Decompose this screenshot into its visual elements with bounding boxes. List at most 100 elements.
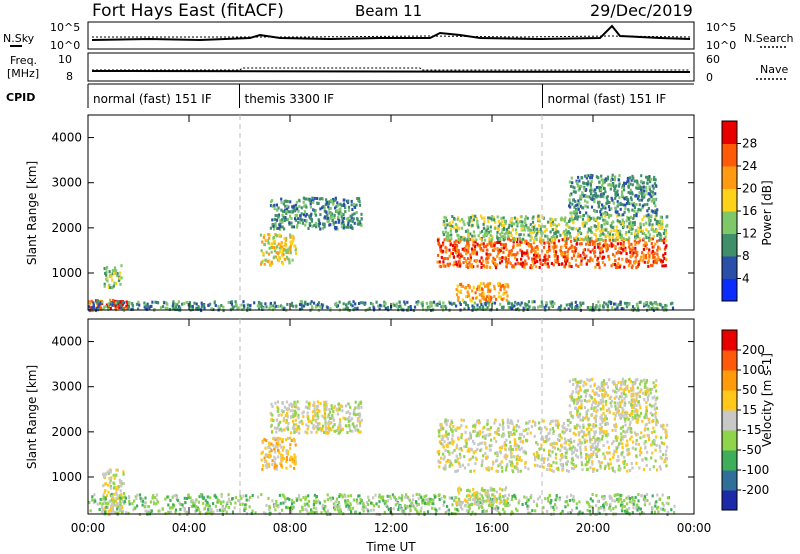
data-cell	[635, 266, 638, 270]
data-cell	[651, 209, 654, 213]
data-cell	[611, 442, 614, 446]
data-cell	[174, 510, 177, 514]
data-cell	[349, 412, 352, 416]
data-cell	[438, 498, 441, 501]
data-cell	[143, 301, 146, 305]
data-cell	[628, 506, 631, 510]
data-cell	[465, 509, 468, 513]
data-cell	[531, 257, 534, 261]
data-cell	[315, 510, 318, 514]
data-cell	[462, 236, 465, 239]
data-cell	[298, 307, 302, 311]
data-cell	[643, 215, 646, 219]
data-cell	[392, 507, 395, 511]
data-cell	[351, 208, 354, 211]
data-cell	[295, 430, 298, 433]
data-cell	[529, 231, 532, 235]
data-cell	[350, 303, 353, 307]
data-cell	[286, 199, 289, 203]
data-cell	[472, 230, 475, 234]
data-cell	[478, 497, 481, 501]
data-cell	[594, 420, 597, 424]
data-cell	[212, 502, 215, 506]
data-cell	[560, 253, 564, 257]
data-cell	[533, 224, 536, 228]
data-cell	[602, 180, 605, 184]
data-cell	[334, 196, 337, 200]
data-cell	[661, 259, 665, 263]
data-cell	[355, 203, 358, 207]
data-cell	[289, 458, 292, 462]
data-cell	[287, 407, 290, 411]
data-cell	[351, 304, 354, 308]
data-cell	[469, 238, 472, 241]
data-cell	[307, 417, 310, 421]
data-cell	[99, 501, 102, 505]
data-cell	[635, 240, 638, 244]
data-cell	[317, 218, 320, 222]
data-cell	[351, 506, 355, 510]
data-cell	[575, 238, 578, 242]
data-cell	[306, 502, 309, 506]
data-cell	[495, 266, 498, 270]
data-cell	[105, 501, 108, 505]
data-cell	[340, 404, 343, 408]
data-cell	[466, 230, 470, 234]
data-cell	[631, 511, 634, 515]
data-cell	[114, 499, 118, 503]
data-cell	[600, 425, 603, 429]
data-cell	[624, 203, 627, 207]
data-cell	[281, 225, 284, 229]
data-cell	[630, 178, 633, 182]
data-cell	[532, 241, 535, 245]
data-cell	[608, 213, 611, 217]
data-cell	[273, 203, 276, 207]
data-cell	[643, 302, 646, 306]
data-cell	[281, 305, 284, 309]
data-cell	[520, 215, 523, 219]
data-cell	[492, 460, 495, 464]
data-cell	[296, 207, 299, 211]
data-cell	[486, 300, 489, 304]
data-cell	[518, 436, 521, 440]
data-cell	[353, 408, 356, 412]
data-cell	[315, 507, 318, 510]
data-cell	[116, 305, 119, 308]
data-cell	[443, 215, 446, 219]
data-cell	[487, 287, 490, 291]
data-cell	[267, 496, 270, 500]
data-cell	[591, 499, 594, 503]
data-cell	[246, 306, 249, 310]
data-cell	[332, 425, 335, 429]
data-cell	[293, 456, 296, 460]
data-cell	[312, 426, 315, 430]
data-cell	[647, 436, 651, 439]
data-cell	[550, 236, 553, 239]
data-cell	[561, 424, 564, 428]
cpid-segment-label: normal (fast) 151 IF	[548, 92, 667, 106]
data-cell	[606, 440, 609, 444]
data-cell	[568, 499, 571, 502]
data-cell	[336, 203, 340, 207]
data-cell	[484, 284, 487, 288]
data-cell	[529, 243, 533, 247]
data-cell	[444, 257, 447, 260]
data-cell	[576, 304, 579, 308]
data-cell	[280, 409, 283, 413]
data-cell	[628, 176, 631, 180]
data-cell	[268, 441, 271, 445]
data-cell	[585, 455, 588, 459]
data-cell	[307, 504, 310, 508]
data-cell	[497, 506, 500, 510]
data-cell	[630, 196, 633, 200]
data-cell	[277, 226, 280, 230]
data-cell	[288, 497, 291, 501]
data-cell	[494, 241, 497, 245]
data-cell	[617, 468, 620, 472]
noise-panel: N.Sky 10^5 10^0 N.Search 10^5 10^0	[3, 21, 794, 52]
data-cell	[189, 496, 192, 500]
data-cell	[281, 213, 284, 217]
data-cell	[369, 301, 373, 305]
data-cell	[453, 240, 456, 244]
data-cell	[107, 305, 111, 309]
